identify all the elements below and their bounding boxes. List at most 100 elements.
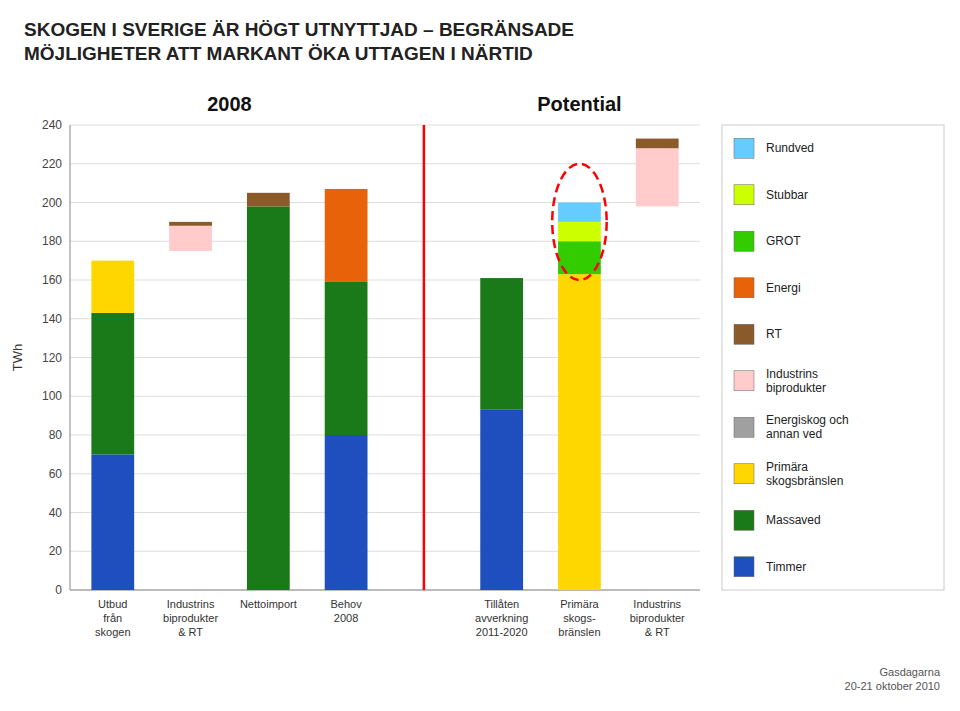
legend-swatch (734, 231, 754, 251)
text-line: Timmer (766, 560, 806, 574)
legend-swatch (734, 185, 754, 205)
legend-swatch (734, 464, 754, 484)
y-tick-label: 200 (42, 196, 62, 210)
legend-label: Industrinsbiprodukter (766, 367, 826, 395)
legend-label: GROT (766, 234, 801, 248)
text-line: biprodukter (630, 612, 685, 624)
group-label: 2008 (207, 93, 252, 115)
text-line: RT (766, 327, 782, 341)
y-tick-label: 120 (42, 351, 62, 365)
highlight-ellipse (552, 164, 606, 280)
text-line: Nettoimport (240, 598, 297, 610)
x-tick-label: Industrins biprodukter & RT (630, 598, 685, 638)
legend-frame (722, 125, 944, 590)
legend-swatch (734, 278, 754, 298)
legend-swatch (734, 510, 754, 530)
text-line: SKOGEN I SVERIGE ÄR HÖGT UTNYTTJAD – BEG… (24, 19, 574, 40)
bars (91, 139, 678, 590)
text-line: 20-21 oktober 2010 (845, 680, 940, 692)
x-axis: Utbudfrånskogen Industrins biprodukter & RT… (95, 598, 685, 638)
group-separator (423, 125, 426, 590)
text-line: Rundved (766, 141, 814, 155)
legend-swatch (734, 557, 754, 577)
text-line: & RT (178, 626, 203, 638)
bar-segment (247, 206, 290, 590)
x-axis-line (70, 590, 700, 591)
legend: Rundved Stubbar GROT Energi RT Industrinsbipr… (722, 125, 944, 590)
bar-segment (325, 189, 368, 282)
x-tick-label: Nettoimport (240, 598, 297, 610)
bar-segment (636, 148, 679, 206)
text-line: skogs- (563, 612, 596, 624)
group-label: Potential (537, 93, 621, 115)
x-tick-label: Utbudfrånskogen (95, 598, 130, 638)
bar-segment (325, 435, 368, 590)
text-line: avverkning (475, 612, 528, 624)
bar-segment (91, 454, 134, 590)
y-tick-label: 220 (42, 157, 62, 171)
grid-line (70, 435, 700, 436)
page: {"chart_data": { "type": "bar", "stacked… (0, 0, 960, 711)
y-tick-label: 60 (49, 467, 63, 481)
grid-line (70, 125, 700, 126)
legend-swatch (734, 417, 754, 437)
text-line: 2011-2020 (476, 626, 528, 638)
bar-segment (480, 410, 523, 590)
text-line: annan ved (766, 427, 822, 441)
grid-line (70, 473, 700, 474)
x-tick-label: Behov 2008 (331, 598, 363, 624)
text-line: Industrins (633, 598, 681, 610)
y-tick-label: 40 (49, 506, 63, 520)
text-line: Stubbar (766, 188, 808, 202)
bar-segment (325, 282, 368, 435)
x-tick-label: Tillåten avverkning 2011-2020 (475, 598, 528, 638)
y-tick-label: 100 (42, 389, 62, 403)
x-tick-label: Primära skogs-bränslen (558, 598, 600, 638)
y-tick-label: 240 (42, 118, 62, 132)
bar-segment (91, 313, 134, 454)
grid-line (70, 590, 700, 591)
bar-segment (480, 278, 523, 410)
legend-label: Energi (766, 281, 801, 295)
legend-swatch (734, 138, 754, 158)
bar-segment (169, 222, 212, 226)
text-line: Energi (766, 281, 801, 295)
y-axis-line (70, 125, 71, 590)
grid-line (70, 280, 700, 281)
text-line: skogen (95, 626, 130, 638)
legend-label: Stubbar (766, 188, 808, 202)
text-line: Gasdagarna (879, 666, 940, 678)
legend-label: Primäraskogsbränslen (766, 460, 843, 488)
bar-segment (247, 193, 290, 207)
grid-line (70, 318, 700, 319)
text-line: Primära (560, 598, 599, 610)
text-line: bränslen (558, 626, 600, 638)
bar-segment (636, 139, 679, 149)
y-tick-label: 0 (55, 583, 62, 597)
legend-label: RT (766, 327, 782, 341)
y-tick-label: 140 (42, 312, 62, 326)
y-axis: 020406080100120140160180200220240 (42, 118, 70, 597)
bar-segment (169, 226, 212, 251)
chart: SKOGEN I SVERIGE ÄR HÖGT UTNYTTJAD – BEG… (0, 0, 960, 711)
text-line: & RT (645, 626, 670, 638)
bar-segment (558, 203, 601, 222)
text-line: Tillåten (484, 598, 519, 610)
text-line: Massaved (766, 513, 821, 527)
legend-swatch (734, 324, 754, 344)
text-line: 2008 (334, 612, 358, 624)
bar-segment (558, 222, 601, 241)
text-line: Primära (766, 460, 808, 474)
grid (70, 125, 700, 590)
text-line: Industrins (766, 367, 818, 381)
legend-label: Energiskog ochannan ved (766, 413, 849, 441)
text-line: biprodukter (766, 381, 826, 395)
text-line: GROT (766, 234, 801, 248)
grid-line (70, 163, 700, 164)
legend-label: Timmer (766, 560, 806, 574)
text-line: Behov (331, 598, 363, 610)
legend-swatch (734, 371, 754, 391)
y-tick-label: 20 (49, 544, 63, 558)
legend-label: Rundved (766, 141, 814, 155)
grid-line (70, 512, 700, 513)
